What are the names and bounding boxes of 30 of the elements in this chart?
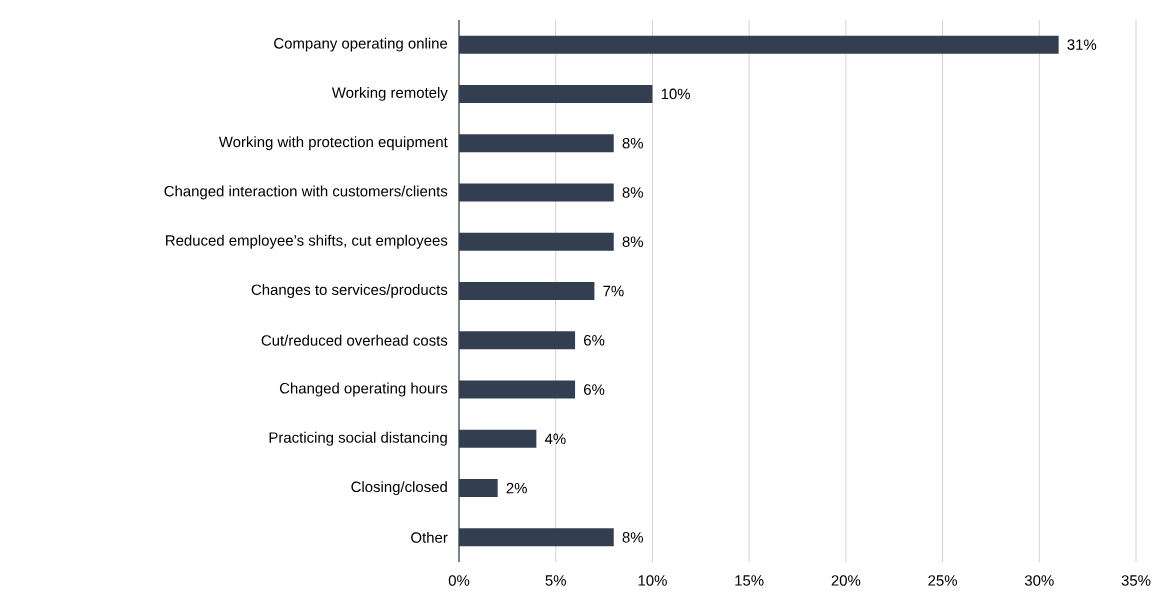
y-tick-label: Cut/reduced overhead costs bbox=[261, 334, 448, 346]
x-tick-label: 20% bbox=[831, 575, 861, 586]
data-label: 6% bbox=[584, 334, 605, 346]
x-tick-label: 25% bbox=[928, 575, 957, 586]
y-tick-label: Other bbox=[411, 531, 448, 543]
y-tick-label: Changes to services/products bbox=[251, 284, 448, 298]
y-tick-label: Reduced employee’s shifts, cut employees bbox=[166, 234, 448, 249]
data-label: 8% bbox=[622, 532, 643, 543]
data-label: 31% bbox=[1067, 39, 1097, 50]
data-label: 7% bbox=[603, 285, 624, 297]
y-tick-label: Working with protection equipment bbox=[218, 136, 448, 151]
x-tick-label: 0% bbox=[448, 575, 470, 586]
data-label: 8% bbox=[622, 236, 643, 248]
y-tick-label: Closing/closed bbox=[351, 481, 447, 496]
data-label: 2% bbox=[506, 482, 527, 494]
y-tick-label: Company operating online bbox=[274, 37, 448, 52]
data-label: 6% bbox=[584, 384, 605, 395]
x-tick-label: 15% bbox=[735, 575, 764, 586]
y-tick-label: Practicing social distancing bbox=[269, 431, 447, 446]
x-tick-label: 10% bbox=[638, 575, 667, 586]
y-tick-label: Working remotely bbox=[331, 86, 448, 101]
data-label: 10% bbox=[661, 88, 690, 100]
data-label: 4% bbox=[544, 433, 566, 445]
x-tick-label: 35% bbox=[1121, 575, 1151, 586]
x-tick-label: 30% bbox=[1024, 575, 1054, 586]
y-tick-label: Changed interaction with customers/clients bbox=[164, 185, 448, 200]
y-tick-label: Changed operating hours bbox=[279, 382, 448, 397]
data-label: 8% bbox=[622, 187, 643, 198]
data-label: 8% bbox=[622, 137, 643, 149]
x-tick-label: 5% bbox=[545, 575, 566, 586]
